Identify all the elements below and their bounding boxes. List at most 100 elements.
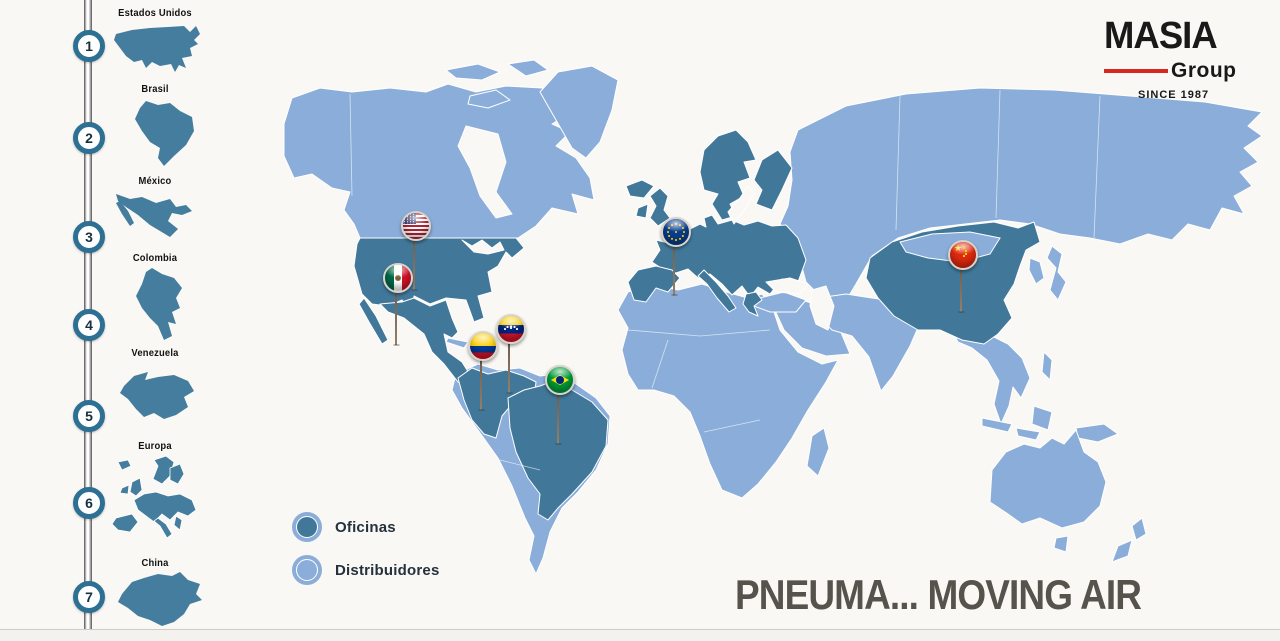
thumb-colombia [122, 264, 190, 344]
logo-row: Group [1104, 59, 1249, 83]
pin-stem [673, 243, 675, 295]
number-label: 7 [85, 589, 93, 605]
legend-item-offices: Oficinas [292, 512, 439, 542]
sidebar-label-mexico: México [138, 176, 172, 187]
distributors-swatch-icon [292, 555, 322, 585]
flag-br-icon [545, 365, 575, 395]
number-label: 4 [85, 317, 93, 333]
sidebar-number-7: 7 [73, 581, 105, 613]
thumb-estados-unidos [112, 22, 202, 74]
region-japan [1046, 245, 1067, 301]
region-australia [989, 429, 1107, 529]
sidebar-number-3: 3 [73, 221, 105, 253]
region-canada-alaska [283, 83, 595, 239]
black-sea [765, 277, 809, 295]
region-italy [697, 269, 737, 313]
region-philippines [1041, 351, 1053, 381]
flag-co-icon [468, 331, 498, 361]
thumb-china [110, 568, 206, 628]
border-asia [895, 95, 901, 231]
border-asia [1093, 95, 1101, 239]
region-new-guinea [1075, 423, 1119, 443]
region-greenland [539, 65, 619, 159]
flag-eu-icon [661, 217, 691, 247]
great-lakes [461, 239, 505, 255]
number-label: 1 [85, 38, 93, 54]
baltic-sea [727, 185, 755, 225]
region-finland [753, 149, 793, 211]
pin-stem [413, 237, 415, 290]
region-iberia [627, 265, 681, 303]
region-arctic-islands [507, 59, 549, 77]
pin-stem [508, 340, 510, 393]
pin-shadow [958, 311, 965, 313]
region-korea [1028, 257, 1045, 285]
sidebar-label-estados-unidos: Estados Unidos [118, 8, 192, 19]
logo-title: MASIA [1104, 15, 1218, 57]
pin-shadow [478, 409, 485, 411]
sidebar-number-6: 6 [73, 487, 105, 519]
sidebar-label-china: China [141, 558, 169, 569]
pin-shadow [506, 392, 513, 394]
number-label: 2 [85, 130, 93, 146]
pin-stem [960, 266, 962, 312]
region-madagascar [806, 427, 830, 477]
sidebar-label-colombia: Colombia [132, 253, 178, 264]
bottom-divider [0, 629, 1280, 641]
sidebar-number-5: 5 [73, 400, 105, 432]
region-scandinavia [699, 129, 757, 221]
region-java [1015, 427, 1041, 441]
region-ireland [635, 203, 649, 219]
legend-offices-label: Oficinas [335, 518, 396, 536]
region-arctic-islands [445, 63, 501, 81]
region-russia-central-asia [779, 87, 1263, 305]
logo-red-line [1104, 69, 1168, 74]
sidebar-number-4: 4 [73, 309, 105, 341]
region-africa [617, 283, 839, 499]
region-greece [742, 291, 763, 317]
number-label: 5 [85, 408, 93, 424]
pin-shadow [393, 344, 400, 346]
region-arctic-islands [467, 89, 511, 109]
region-cuba [445, 337, 469, 349]
border-africa [627, 329, 771, 337]
region-southeast-asia [951, 329, 1031, 425]
flag-cn-icon [948, 240, 978, 270]
flag-mx-icon [383, 263, 413, 293]
border-africa [703, 419, 761, 433]
map-legend: Oficinas Distribuidores [292, 512, 439, 598]
border-south-america [499, 459, 541, 471]
caspian-sea [809, 285, 835, 331]
legend-distributors-label: Distribuidores [335, 561, 440, 579]
sidebar-label-venezuela: Venezuela [131, 348, 179, 359]
region-new-zealand [1111, 539, 1133, 563]
region-new-zealand [1131, 517, 1147, 541]
thumb-europa [104, 452, 204, 552]
pin-stem [557, 391, 559, 444]
tagline: PNEUMA... MOVING AIR [735, 571, 1142, 618]
thumb-venezuela [114, 364, 198, 426]
hudson-bay [457, 125, 513, 219]
border-asia [995, 89, 1001, 219]
region-borneo [1031, 405, 1053, 431]
pin-shadow [411, 289, 418, 291]
sidebar-number-2: 2 [73, 122, 105, 154]
pin-shadow [671, 294, 678, 296]
sidebar-label-brasil: Brasil [141, 84, 169, 95]
pin-stem [395, 289, 397, 345]
region-sumatra [981, 417, 1013, 433]
thumb-brasil [118, 96, 196, 168]
legend-item-distributors: Distribuidores [292, 555, 439, 585]
number-label: 6 [85, 495, 93, 511]
pin-stem [480, 357, 482, 410]
region-tasmania [1053, 535, 1069, 553]
flag-ve-icon [496, 314, 526, 344]
thumb-mexico [112, 186, 202, 244]
masia-group-logo: MASIA Group SINCE 1987 [1104, 15, 1249, 102]
region-mexico-central-america [379, 297, 473, 389]
logo-since: SINCE 1987 [1138, 89, 1210, 102]
offices-swatch-icon [292, 512, 322, 542]
border-africa [651, 339, 669, 389]
region-baja-california [358, 297, 389, 345]
sidebar-label-europa: Europa [138, 441, 172, 452]
